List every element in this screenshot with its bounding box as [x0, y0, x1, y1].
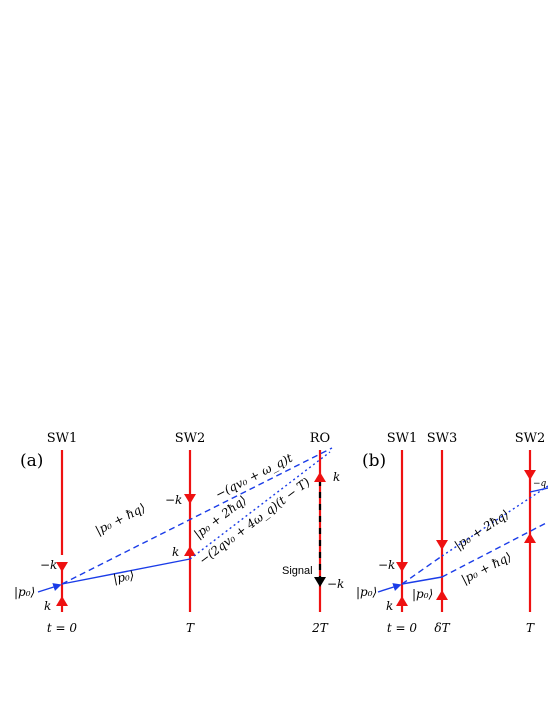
k-label-sw2-up: k — [172, 545, 179, 559]
k-label-sw1-up: k — [386, 599, 393, 613]
path-p0-2hq — [441, 485, 548, 557]
panel-b-tag: (b) — [362, 451, 386, 471]
phase-label-partial: −q — [533, 479, 547, 489]
sw1-beam — [56, 450, 68, 612]
ro-beam — [314, 450, 326, 612]
state-p0-lower: |p₀⟩ — [412, 587, 433, 601]
state-p0-2hq: |p₀ + 2ħq⟩ — [452, 507, 512, 552]
beam-up-arrow — [524, 533, 536, 543]
sw2-beam — [524, 450, 536, 612]
k-label-ro-up: k — [333, 470, 340, 484]
path-exit — [529, 487, 548, 493]
state-p0-hq: |p₀ + ħq⟩ — [459, 550, 514, 587]
ro-up-arrow — [314, 472, 326, 482]
beam-up-arrow — [436, 590, 448, 600]
sw1-beam — [396, 450, 408, 612]
time-label-T: T — [526, 621, 535, 635]
beam-title-ro: RO — [310, 431, 330, 446]
beam-up-arrow — [56, 596, 68, 606]
beam-down-arrow — [184, 494, 196, 504]
path-p0-2hq — [189, 451, 331, 560]
state-p0-in: |p₀⟩ — [14, 585, 35, 599]
beam-title-sw1: SW1 — [387, 431, 418, 446]
k-label-sw1-up: k — [44, 599, 51, 613]
beam-title-sw1: SW1 — [47, 431, 78, 446]
path-p0-hq-early — [401, 555, 443, 585]
incoming-path — [377, 583, 402, 593]
beam-up-arrow — [184, 546, 196, 556]
beam-down-arrow — [396, 562, 408, 572]
panel-a-tag: (a) — [20, 451, 43, 471]
atom-paths — [377, 485, 548, 593]
state-p0-lower: |p₀⟩ — [112, 568, 136, 586]
path-p0-hq — [61, 447, 333, 585]
k-label-sw2-down: −k — [165, 493, 182, 507]
state-p0-hq: |p₀ + ħq⟩ — [93, 501, 148, 538]
beam-down-arrow — [436, 540, 448, 550]
beam-title-sw2: SW2 — [175, 431, 206, 446]
time-label-2T: 2T — [311, 621, 329, 635]
k-label-ro-down: −k — [327, 577, 344, 591]
time-label-T: T — [186, 621, 195, 635]
beam-down-arrow — [524, 470, 536, 480]
signal-label: Signal — [282, 565, 313, 577]
k-label-sw1-down: −k — [378, 558, 395, 572]
panel-a: (a) SW1 SW2 RO −k k −k k k −k — [14, 431, 344, 635]
beam-title-sw3: SW3 — [427, 431, 458, 446]
sw2-beam — [184, 450, 196, 612]
state-p0-in: |p₀⟩ — [356, 585, 377, 599]
panel-b: (b) SW1 SW3 SW2 −k k t = 0 δT T — [356, 431, 548, 635]
k-label-sw1-down: −k — [40, 558, 57, 572]
beam-up-arrow — [396, 596, 408, 606]
time-label-t0: t = 0 — [387, 621, 418, 635]
beam-down-arrow — [56, 562, 68, 572]
path-p0 — [61, 558, 191, 585]
beam-title-sw2: SW2 — [515, 431, 546, 446]
time-label-dT: δT — [434, 621, 450, 635]
incoming-path — [37, 583, 62, 593]
sw3-beam — [436, 450, 448, 612]
path-p0 — [401, 576, 443, 585]
time-label-t0: t = 0 — [47, 621, 78, 635]
ro-down-arrow — [314, 577, 326, 587]
atom-paths — [37, 447, 333, 593]
